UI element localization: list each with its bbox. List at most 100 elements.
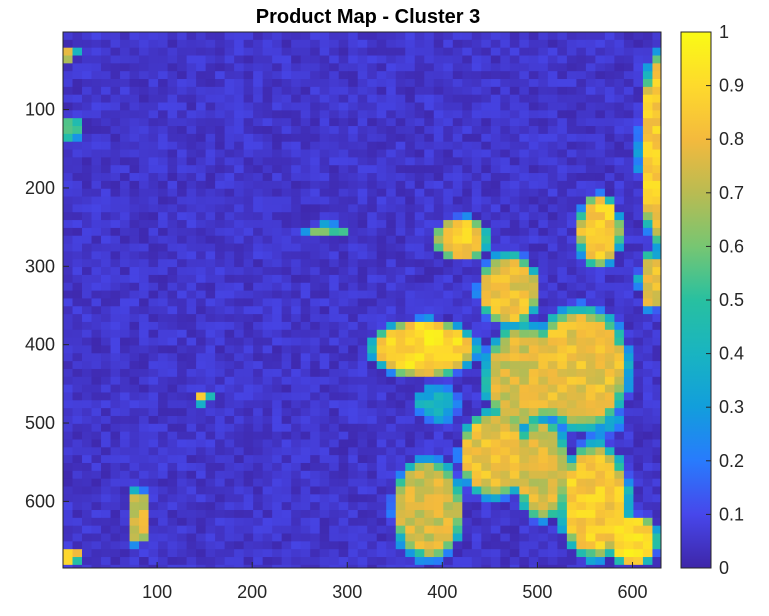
heatmap-cell <box>139 408 150 417</box>
heatmap-cell <box>528 494 539 503</box>
heatmap-cell <box>177 392 188 401</box>
heatmap-cell <box>633 133 644 143</box>
heatmap-cell <box>500 133 511 143</box>
heatmap-cell <box>120 173 131 182</box>
heatmap-cell <box>167 549 178 558</box>
heatmap-cell <box>357 290 368 300</box>
heatmap-cell <box>481 400 492 409</box>
heatmap-cell <box>490 298 501 307</box>
heatmap-cell <box>566 557 577 566</box>
heatmap-cell <box>72 541 83 550</box>
heatmap-cell <box>367 196 378 205</box>
heatmap-cell <box>63 274 74 284</box>
heatmap-cell <box>243 63 254 72</box>
heatmap-cell <box>452 455 463 464</box>
heatmap-cell <box>395 71 406 80</box>
heatmap-cell <box>272 110 283 119</box>
heatmap-cell <box>205 251 216 260</box>
heatmap-cell <box>63 470 74 480</box>
heatmap-cell <box>110 118 121 127</box>
heatmap-cell <box>72 502 83 511</box>
heatmap-cell <box>72 415 83 425</box>
heatmap-cell <box>186 510 197 519</box>
heatmap-cell <box>443 133 454 143</box>
heatmap-cell <box>110 517 121 527</box>
heatmap-cell <box>63 549 74 558</box>
heatmap-cell <box>519 329 530 339</box>
heatmap-cell <box>158 431 169 441</box>
heatmap-cell <box>310 384 321 394</box>
heatmap-cell <box>367 314 378 323</box>
heatmap-cell <box>471 188 482 198</box>
heatmap-cell <box>462 282 473 292</box>
heatmap-cell <box>291 306 302 315</box>
heatmap-cell <box>547 47 558 57</box>
heatmap-cell <box>167 408 178 417</box>
heatmap-cell <box>63 110 74 119</box>
heatmap-cell <box>395 267 406 276</box>
heatmap-cell <box>139 447 150 456</box>
heatmap-cell <box>576 439 587 448</box>
heatmap-cell <box>63 478 74 488</box>
heatmap-cell <box>148 361 159 370</box>
heatmap-cell <box>462 173 473 182</box>
heatmap-cell <box>576 118 587 127</box>
heatmap-cell <box>158 32 169 41</box>
heatmap-cell <box>253 408 264 417</box>
heatmap-cell <box>129 118 140 127</box>
heatmap-cell <box>443 71 454 80</box>
heatmap-cell <box>547 345 558 354</box>
heatmap-cell <box>319 337 330 347</box>
heatmap-cell <box>395 118 406 127</box>
heatmap-cell <box>433 79 444 88</box>
heatmap-cell <box>395 196 406 205</box>
heatmap-cell <box>614 321 625 331</box>
heatmap-cell <box>196 243 207 253</box>
heatmap-cell <box>319 79 330 88</box>
heatmap-cell <box>348 431 359 441</box>
heatmap-cell <box>614 173 625 182</box>
heatmap-cell <box>585 423 596 433</box>
heatmap-cell <box>395 63 406 72</box>
heatmap-cell <box>291 149 302 158</box>
heatmap-cell <box>329 408 340 417</box>
heatmap-cell <box>281 94 292 104</box>
heatmap-cell <box>167 510 178 519</box>
heatmap-cell <box>376 392 387 401</box>
heatmap-cell <box>82 267 93 276</box>
heatmap-cell <box>652 415 661 425</box>
heatmap-cell <box>120 525 131 535</box>
heatmap-cell <box>272 321 283 331</box>
heatmap-cell <box>405 470 416 480</box>
heatmap-cell <box>405 564 416 568</box>
heatmap-cell <box>158 47 169 57</box>
heatmap-cell <box>272 392 283 401</box>
heatmap-cell <box>329 63 340 72</box>
heatmap-cell <box>167 462 178 472</box>
heatmap-cell <box>281 384 292 394</box>
heatmap-cell <box>329 32 340 41</box>
heatmap-cell <box>652 63 661 72</box>
heatmap-cell <box>500 259 511 268</box>
heatmap-cell <box>462 368 473 378</box>
heatmap-cell <box>329 165 340 174</box>
heatmap-cell <box>509 314 520 323</box>
heatmap-cell <box>414 337 425 347</box>
heatmap-cell <box>262 227 273 237</box>
heatmap-cell <box>376 439 387 448</box>
heatmap-cell <box>614 557 625 566</box>
heatmap-cell <box>652 517 661 527</box>
colorbar-tick-label: 0.7 <box>719 183 744 203</box>
heatmap-cell <box>224 455 235 464</box>
heatmap-cell <box>585 149 596 158</box>
heatmap-cell <box>348 212 359 221</box>
heatmap-cell <box>395 157 406 166</box>
heatmap-cell <box>395 486 406 495</box>
heatmap-cell <box>186 47 197 57</box>
heatmap-cell <box>91 557 102 566</box>
heatmap-cell <box>338 392 349 401</box>
heatmap-cell <box>519 525 530 535</box>
heatmap-cell <box>281 188 292 198</box>
heatmap-cell <box>443 525 454 535</box>
heatmap-cell <box>63 149 74 158</box>
